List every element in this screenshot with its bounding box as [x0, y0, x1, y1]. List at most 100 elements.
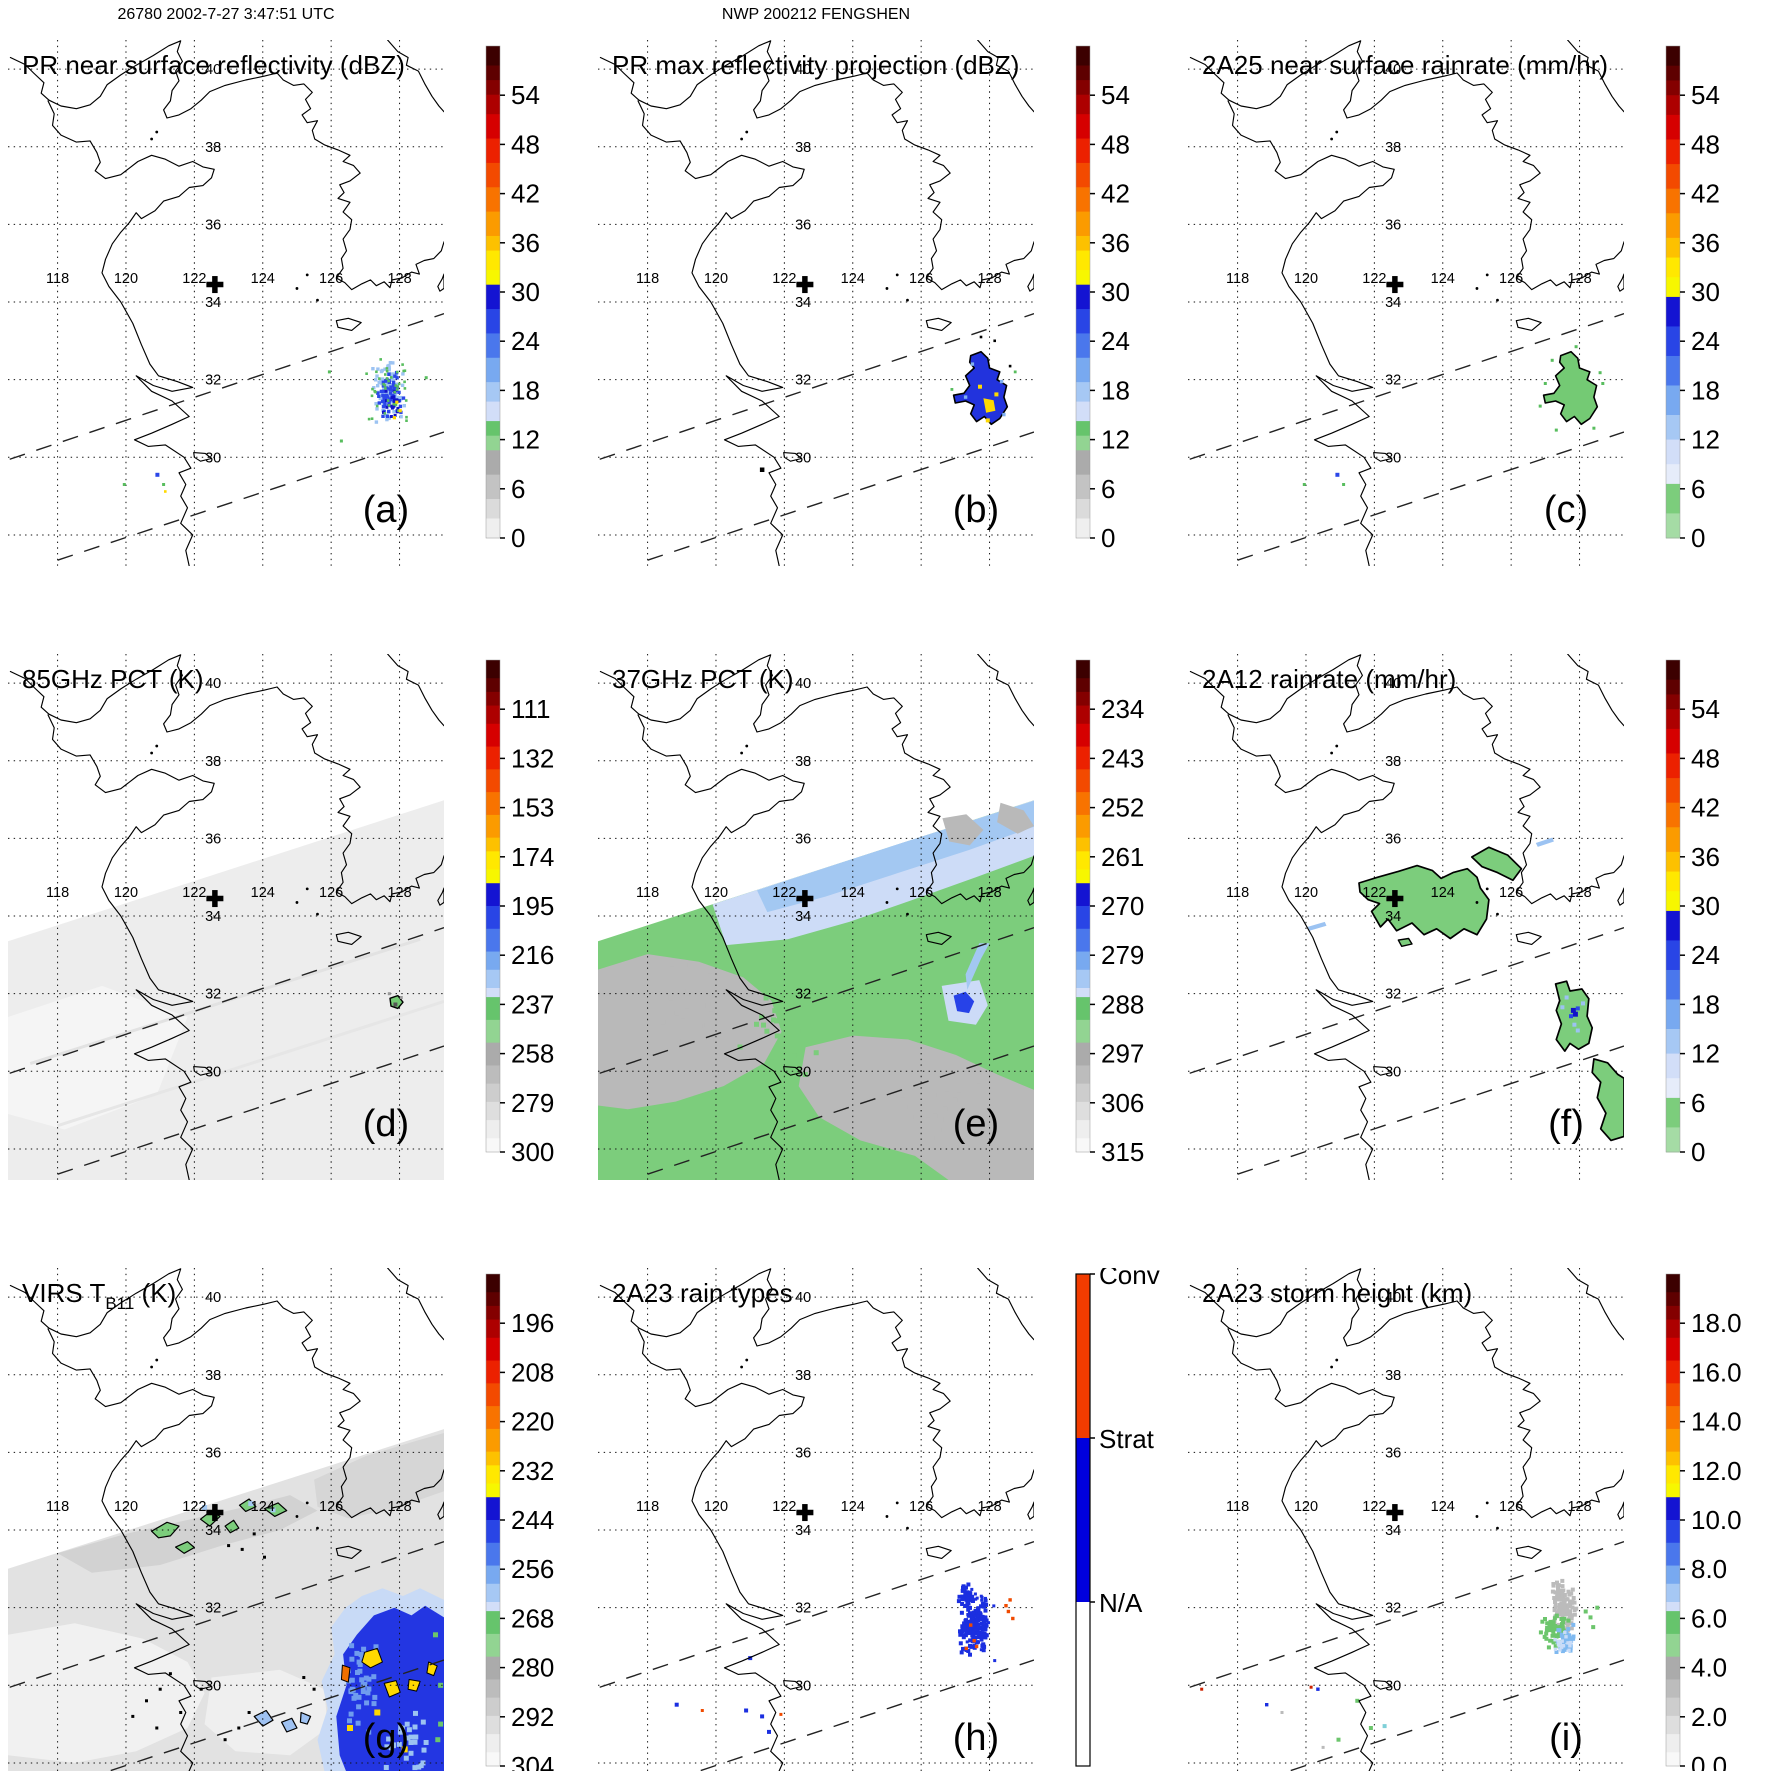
data-pixel [960, 1624, 965, 1629]
data-pixel [1554, 428, 1558, 432]
data-pixel [1538, 404, 1542, 408]
lat-label: 34 [205, 295, 221, 311]
data-pixel [970, 1619, 975, 1624]
data-pixel [376, 367, 380, 371]
colorbar-segment [486, 1656, 500, 1680]
data-pixel [388, 1745, 394, 1751]
data-pixel [412, 1765, 418, 1771]
data-pixel [391, 383, 396, 387]
storm-center-cross [206, 276, 224, 294]
data-pixel [1571, 1634, 1576, 1639]
colorbar-segment [1666, 277, 1680, 298]
data-pixel [802, 1072, 808, 1077]
colorbar-tick-label: 54 [1101, 80, 1130, 110]
lat-label: 36 [1385, 831, 1401, 847]
data-pixel [392, 401, 396, 405]
pr-swath-edge [1189, 927, 1624, 1074]
colorbar-segment [1076, 435, 1090, 451]
island-dot [150, 137, 154, 141]
island-outline [437, 887, 444, 906]
data-pixel [956, 1147, 962, 1153]
data-pixel [984, 1615, 988, 1619]
data-pixel [1567, 1648, 1571, 1652]
colorbar-segment [486, 1583, 500, 1603]
colorbar-segment [1076, 660, 1090, 679]
data-pixel [382, 396, 386, 400]
data-blob [1591, 1058, 1624, 1142]
data-pixel [1544, 1636, 1549, 1641]
island-outline [1515, 931, 1542, 945]
lon-label: 122 [1362, 885, 1386, 901]
colorbar-segment [1666, 1337, 1680, 1362]
colorbar-tick-label: 54 [1691, 80, 1720, 110]
data-pixel [1595, 1605, 1600, 1610]
colorbar-segment [486, 80, 500, 96]
colorbar-ticks: 54 48 42 36 30 24 18 12 6 0 [1680, 80, 1720, 553]
colorbar-tick-label: 0 [1691, 523, 1705, 553]
colorbar-segment [486, 792, 500, 816]
colorbar [1075, 659, 1091, 1153]
coastline-segment [637, 100, 805, 566]
colorbar-tick-label: 0 [511, 523, 525, 553]
colorbar-tick-label: 6 [1691, 1088, 1705, 1118]
data-pixel [385, 367, 389, 370]
colorbar-segment [486, 1483, 500, 1498]
lat-label: 38 [795, 1368, 811, 1384]
data-pixel [383, 379, 388, 383]
data-pixel [403, 1755, 409, 1761]
data-pixel [1280, 1711, 1284, 1714]
data-pixel [658, 1006, 663, 1012]
colorbar-tick-label: 270 [1101, 891, 1144, 921]
island-dot [906, 912, 909, 916]
colorbar-tick-label: 132 [511, 743, 554, 773]
data-pixel [312, 1687, 316, 1691]
pr-swath-edge [9, 927, 444, 1074]
data-blob [1542, 350, 1599, 426]
panel-letter: (a) [363, 489, 409, 531]
colorbar-tick-label: 36 [1101, 228, 1130, 258]
lon-label: 120 [114, 1499, 138, 1515]
data-pixel [397, 382, 401, 386]
colorbar-segment [486, 1520, 500, 1544]
colorbar-tick-label: 237 [511, 989, 554, 1019]
island-outline [1373, 1066, 1393, 1076]
data-pixel [674, 1702, 679, 1707]
coastline-segment [977, 654, 1034, 727]
lat-label: 38 [795, 140, 811, 156]
colorbar-segment [486, 1406, 500, 1430]
colorbar-segment [1666, 188, 1680, 214]
panel-a: 118 120 122 124 126 128 30 32 34 36 38 40 (a) PR near… [8, 40, 574, 570]
data-pixel [396, 370, 399, 374]
pr-swath-edge [1237, 1045, 1624, 1175]
colorbar-tick-label: 268 [511, 1603, 554, 1633]
colorbar-segment [1666, 464, 1680, 485]
data-pixel [675, 1038, 681, 1044]
data-pixel [413, 1710, 418, 1716]
data-pixel [388, 361, 393, 365]
data-pixel [1309, 1685, 1313, 1689]
data-pixel [357, 1662, 363, 1667]
data-pixel [1559, 1608, 1564, 1613]
data-pixel [1336, 1737, 1341, 1742]
coastline-segment [9, 40, 444, 291]
data-pixel [968, 1652, 972, 1657]
panel-letter: (f) [1548, 1103, 1584, 1145]
data-pixel [1538, 1630, 1543, 1635]
data-blob [253, 1709, 274, 1727]
pr-swath-edge [599, 313, 1034, 460]
data-pixel [980, 1617, 985, 1622]
data-pixel [964, 1646, 968, 1651]
island-dot [316, 298, 319, 302]
data-blob [1307, 921, 1327, 931]
island-dot [1335, 1358, 1339, 1362]
island-outline [1515, 317, 1542, 331]
colorbar-segment [1076, 1065, 1090, 1085]
data-pixel [383, 403, 387, 407]
data-pixel [374, 1709, 381, 1716]
data-pixel [974, 1614, 977, 1618]
data-pixel [1560, 1589, 1565, 1594]
data-pixel [700, 1003, 706, 1008]
data-pixel [1011, 1616, 1015, 1621]
colorbar-segment [1666, 1565, 1680, 1585]
